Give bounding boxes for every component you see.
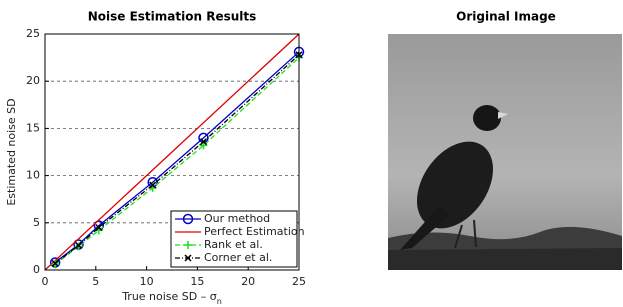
y-tick-label: 20 [26,74,40,87]
x-tick-label: 0 [42,275,49,288]
chart-title: Noise Estimation Results [88,10,257,24]
image-title: Original Image [456,10,556,24]
photo [388,34,622,270]
x-tick-label: 20 [241,275,255,288]
y-axis-label: Estimated noise SD [5,98,18,205]
y-tick-label: 5 [33,216,40,229]
legend-label: Our method [204,212,270,225]
legend-label: Corner et al. [204,251,272,264]
y-tick-label: 25 [26,27,40,40]
legend-label: Rank et al. [204,238,263,251]
y-tick-label: 0 [33,263,40,276]
x-tick-label: 10 [140,275,154,288]
legend-label: Perfect Estimation [204,225,305,238]
figure: Noise Estimation Results Original Image … [0,0,623,307]
x-axis-label-subscript: n [217,297,222,306]
x-tick-label: 5 [92,275,99,288]
y-tick-label: 10 [26,169,40,182]
x-axis-label: True noise SD – σn [121,290,222,306]
x-tick-label: 25 [292,275,306,288]
x-axis-label-text: True noise SD – σ [121,290,217,303]
y-tick-label: 15 [26,121,40,134]
x-tick-label: 15 [190,275,204,288]
